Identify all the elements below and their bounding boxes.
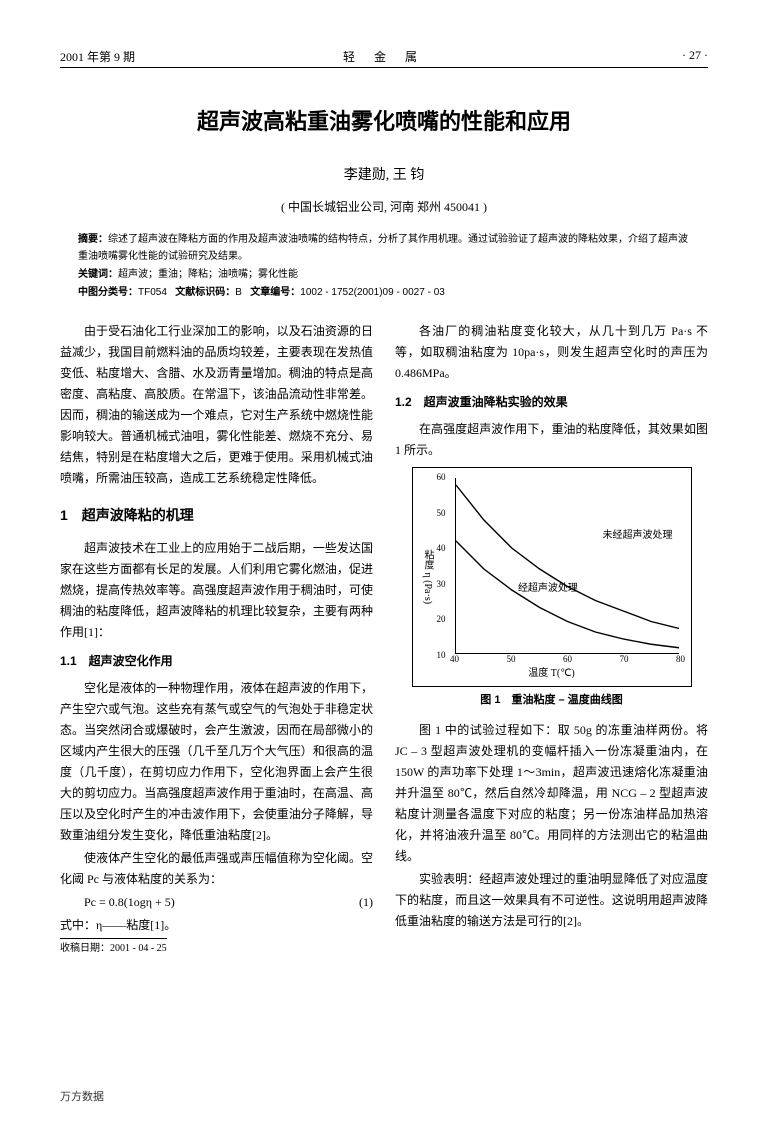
section-1-2-intro: 在高强度超声波作用下，重油的粘度降低，其效果如图 1 所示。 [395,419,708,461]
curve-label-untreated: 未经超声波处理 [603,527,673,545]
keywords-label: 关键词： [78,269,118,280]
x-tick: 70 [620,652,629,668]
figure-1-chart: 粘度 η (Pa·s) 未经超声波处理 经超声波处理 102030405060 … [412,467,692,687]
right-p1: 各油厂的稠油粘度变化较大，从几十到几万 Pa·s 不等，如取稠油粘度为 10pa… [395,321,708,384]
article-id: 1002 - 1752(2001)09 - 0027 - 03 [300,287,445,298]
section-1-1-p2: 使液体产生空化的最低声强或声压幅值称为空化阈。空化阈 Pc 与液体粘度的关系为： [60,848,373,890]
right-p3: 实验表明：经超声波处理过的重油明显降低了对应温度下的粘度，而且这一效果具有不可逆… [395,869,708,932]
formula-1: Pc = 0.8(1ogη + 5) (1) [60,892,373,913]
section-1-heading: 1 超声波降粘的机理 [60,503,373,528]
formula-expr: Pc = 0.8(1ogη + 5) [84,892,175,913]
x-tick: 40 [450,652,459,668]
received-date: 收稿日期：2001 - 04 - 25 [60,938,167,958]
y-tick: 50 [437,506,446,522]
section-1-1-p1: 空化是液体的一种物理作用，液体在超声波的作用下，产生空穴或气泡。这些充有蒸气或空… [60,678,373,846]
x-tick: 80 [676,652,685,668]
footer-source: 万方数据 [60,1088,104,1104]
abstract-label: 摘要： [78,234,108,245]
x-axis-label: 温度 T(℃) [528,665,575,683]
section-1-paragraph: 超声波技术在工业上的应用始于二战后期，一些发达国家在这些方面都有长足的发展。人们… [60,538,373,643]
chart-svg [456,478,679,653]
header-journal: 轻 金 属 [343,48,425,65]
y-tick: 30 [437,577,446,593]
y-tick: 10 [437,648,446,664]
authors: 李建勋, 王 钧 [60,164,708,184]
doccode-label: 文献标识码： [175,287,235,298]
curve-label-treated: 经超声波处理 [518,580,578,598]
header-issue: 2001 年第 9 期 [60,48,135,65]
header-page: · 27 · [682,48,708,65]
clc: TF054 [138,287,167,298]
article-id-label: 文章编号： [250,287,300,298]
section-1-1-heading: 1.1 超声波空化作用 [60,651,373,672]
formula-note: 式中：η——粘度[1]。 [60,915,373,936]
article-title: 超声波高粘重油雾化喷嘴的性能和应用 [60,104,708,136]
section-1-2-heading: 1.2 超声波重油降粘实验的效果 [395,392,708,413]
abstract-block: 摘要：综述了超声波在降粘方面的作用及超声波油喷嘴的结构特点，分析了其作用机理。通… [78,231,690,301]
intro-paragraph: 由于受石油化工行业深加工的影响，以及石油资源的日益减少，我国目前燃料油的品质均较… [60,321,373,489]
keywords-text: 超声波；重油；降粘；油喷嘴；雾化性能 [118,269,298,280]
affiliation: ( 中国长城铝业公司, 河南 郑州 450041 ) [60,198,708,215]
abstract-text: 综述了超声波在降粘方面的作用及超声波油喷嘴的结构特点，分析了其作用机理。通过试验… [78,234,688,262]
y-tick: 60 [437,470,446,486]
doccode: B [235,287,242,298]
figure-1-caption: 图 1 重油粘度 – 温度曲线图 [395,691,708,710]
running-header: 2001 年第 9 期 轻 金 属 · 27 · [60,48,708,68]
right-column: 各油厂的稠油粘度变化较大，从几十到几万 Pa·s 不等，如取稠油粘度为 10pa… [395,321,708,958]
left-column: 由于受石油化工行业深加工的影响，以及石油资源的日益减少，我国目前燃料油的品质均较… [60,321,373,958]
body-columns: 由于受石油化工行业深加工的影响，以及石油资源的日益减少，我国目前燃料油的品质均较… [60,321,708,958]
formula-num: (1) [359,892,373,913]
plot-area: 未经超声波处理 经超声波处理 [455,478,679,654]
x-tick: 50 [507,652,516,668]
right-p2: 图 1 中的试验过程如下：取 50g 的冻重油样两份。将 JC – 3 型超声波… [395,720,708,867]
y-tick: 40 [437,541,446,557]
clc-label: 中图分类号： [78,287,138,298]
y-tick: 20 [437,613,446,629]
y-axis-label: 粘度 η (Pa·s) [419,550,437,604]
